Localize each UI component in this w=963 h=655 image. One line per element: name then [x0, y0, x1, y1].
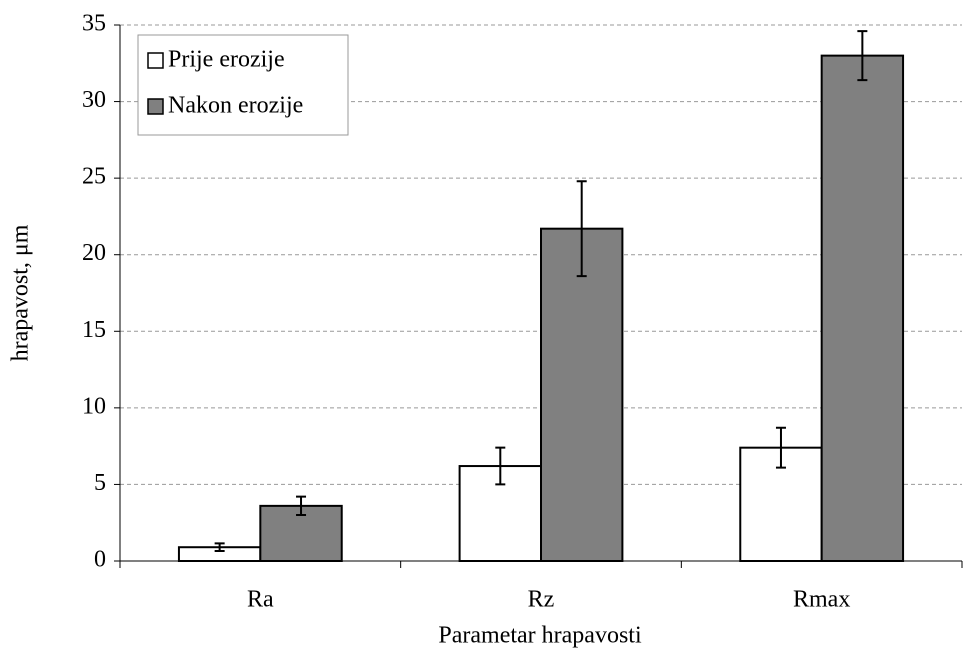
y-tick-label: 35	[82, 11, 106, 37]
legend-box	[137, 34, 349, 136]
error-bar	[857, 30, 868, 82]
y-tick-label: 25	[82, 164, 106, 190]
x-tick-label: Ra	[247, 587, 274, 613]
y-tick-label: 5	[94, 470, 106, 496]
bar	[820, 54, 905, 562]
y-tick-label: 10	[82, 393, 106, 419]
legend-swatch	[147, 52, 164, 69]
legend-label: Prije erozije	[168, 47, 285, 73]
legend-label: Nakon erozije	[168, 93, 303, 119]
legend-swatch	[147, 98, 164, 115]
error-bar	[775, 426, 786, 469]
y-tick-label: 15	[82, 317, 106, 343]
error-bar	[214, 542, 225, 553]
error-bar	[495, 446, 506, 486]
y-axis-label: hrapavost, μm	[8, 224, 34, 361]
bar	[540, 227, 624, 562]
x-axis-label: Parametar hrapavosti	[438, 623, 642, 649]
error-bar	[576, 180, 587, 278]
y-tick-label: 30	[82, 87, 106, 113]
x-tick-label: Rmax	[793, 587, 850, 613]
y-tick-label: 20	[82, 240, 106, 266]
y-tick-label: 0	[94, 547, 106, 573]
error-bar	[296, 495, 307, 517]
x-tick-label: Rz	[528, 587, 555, 613]
